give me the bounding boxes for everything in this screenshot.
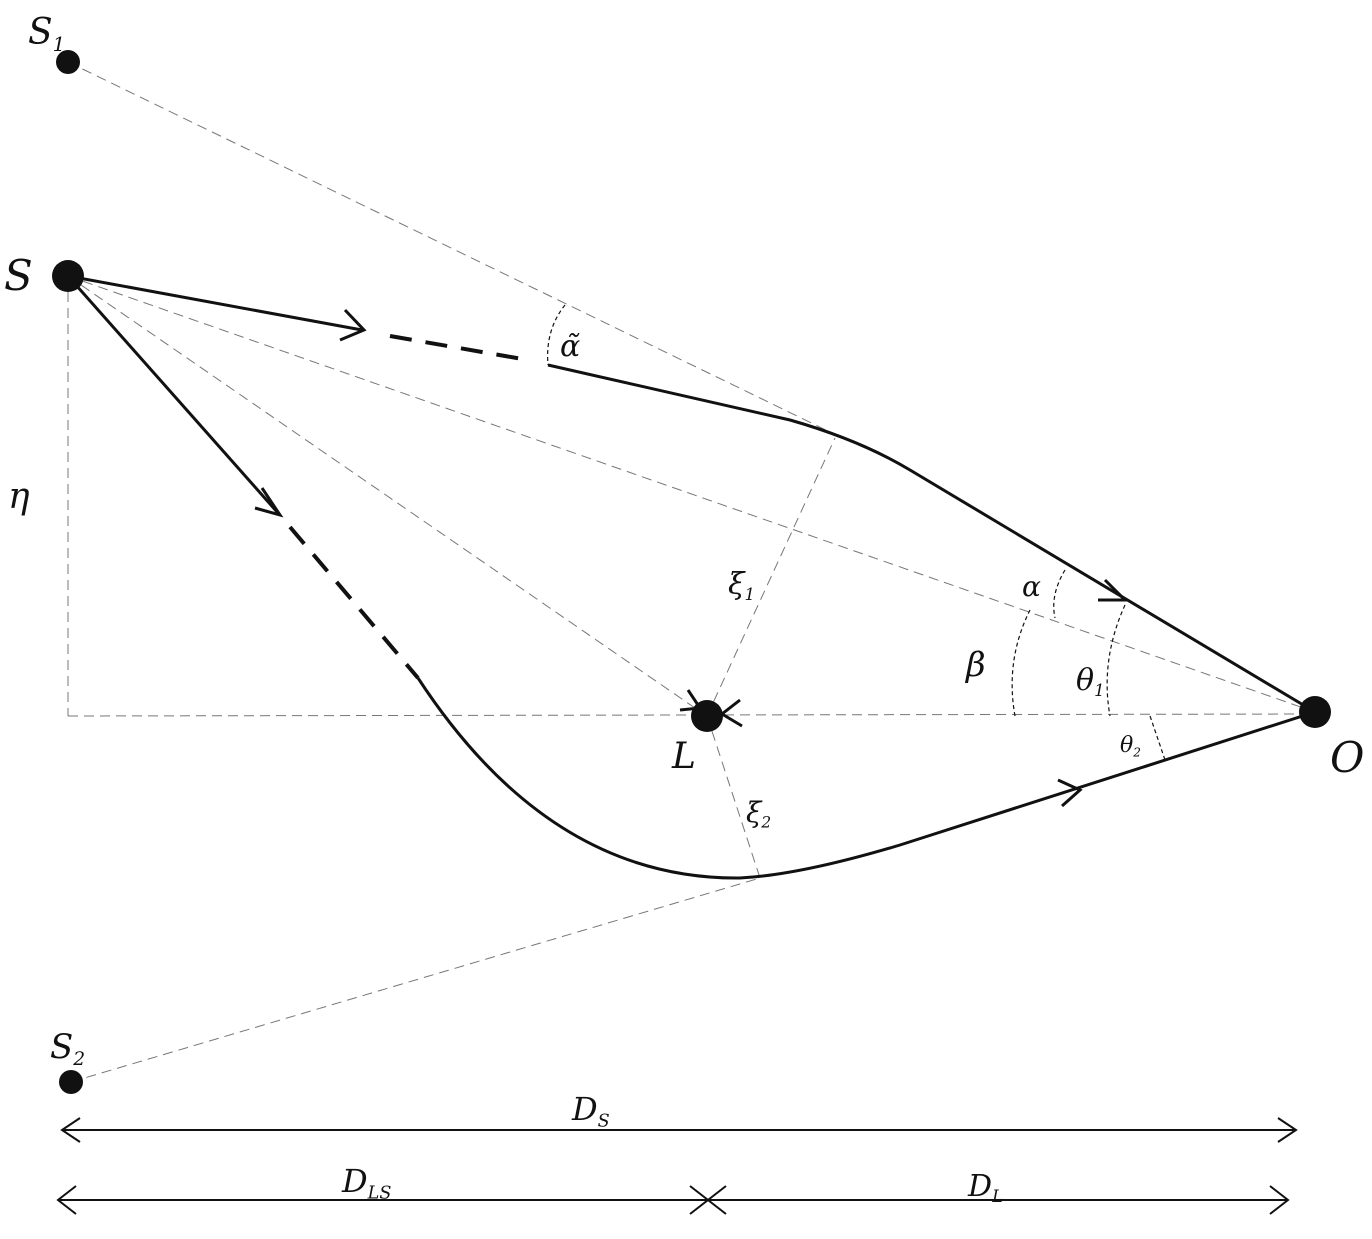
label-xi2: ξ2	[746, 796, 771, 832]
label-d-l-base: D	[967, 1169, 992, 1204]
label-theta1-base: θ	[1076, 663, 1094, 698]
label-l: L	[671, 736, 696, 777]
label-s2-sub: 2	[72, 1049, 85, 1070]
label-theta2-sub: 2	[1132, 745, 1141, 759]
label-theta2: θ2	[1120, 733, 1141, 759]
label-beta: β	[964, 645, 986, 685]
label-xi1-base: ξ	[728, 567, 746, 602]
label-eta-base: η	[8, 476, 30, 517]
point-o	[1299, 696, 1331, 728]
upper-ray	[67, 274, 1316, 714]
label-alpha-tilde-base: α̃	[560, 329, 580, 364]
label-alpha-base: α	[1022, 570, 1041, 603]
label-s1-base: S	[28, 12, 53, 53]
label-xi1-sub: 1	[745, 585, 756, 604]
label-theta1: θ1	[1076, 663, 1105, 700]
angle-arcs	[547, 304, 1166, 761]
label-s2: S2	[50, 1027, 85, 1070]
label-d-s: DS	[571, 1090, 610, 1131]
point-s1	[56, 50, 80, 74]
lower-ray	[66, 275, 1316, 880]
label-s: S	[4, 251, 33, 300]
point-s2	[59, 1070, 83, 1094]
label-d-s-base: D	[571, 1090, 598, 1128]
label-s-base: S	[4, 251, 33, 300]
label-s2-base: S	[50, 1027, 73, 1067]
label-s1: S1	[28, 12, 65, 56]
points	[52, 50, 1331, 1094]
label-theta1-sub: 1	[1094, 681, 1105, 700]
dimension-arrows	[56, 1117, 1298, 1215]
construction-lines	[67, 61, 1316, 1083]
label-xi2-sub: 2	[760, 814, 771, 832]
label-d-l-sub: L	[991, 1187, 1003, 1206]
label-d-l: DL	[967, 1169, 1003, 1206]
label-s1-sub: 1	[53, 33, 66, 56]
label-l-base: L	[671, 736, 696, 777]
label-d-ls: DLS	[341, 1162, 391, 1203]
label-xi2-base: ξ	[746, 796, 763, 829]
label-xi1: ξ1	[728, 567, 755, 604]
label-alpha-tilde: α̃	[560, 329, 580, 364]
label-d-s-sub: S	[598, 1111, 610, 1131]
label-o: O	[1330, 733, 1364, 782]
point-l	[691, 700, 723, 732]
point-s	[52, 260, 84, 292]
label-d-ls-sub: LS	[367, 1183, 392, 1203]
label-d-ls-base: D	[341, 1162, 368, 1200]
label-alpha: α	[1022, 570, 1041, 603]
label-o-base: O	[1330, 733, 1364, 782]
label-eta: η	[8, 476, 30, 517]
label-theta2-base: θ	[1120, 733, 1133, 758]
label-beta-base: β	[964, 645, 986, 685]
